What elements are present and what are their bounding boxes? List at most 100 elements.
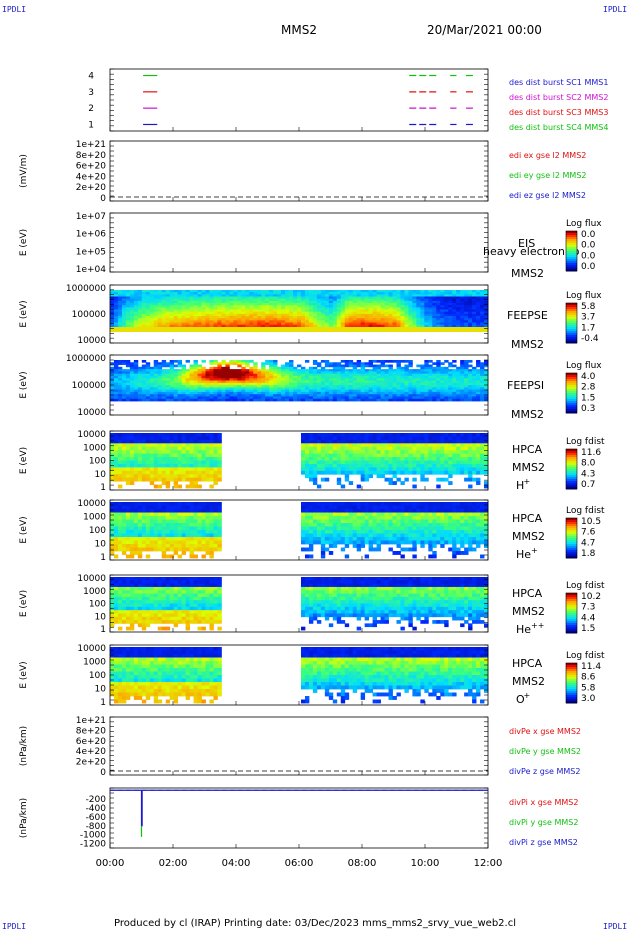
heatmap-cell-hpca_he	[153, 516, 159, 520]
heatmap-cell-feeps_e	[125, 294, 131, 297]
heatmap-cell-hpca_h	[472, 450, 477, 455]
heatmap-cell-hpca_he	[149, 502, 155, 506]
heatmap-cell-feeps_e	[448, 298, 453, 302]
heatmap-cell-feeps_e	[328, 318, 334, 321]
heatmap-cell-feeps_i	[468, 382, 473, 386]
heatmap-cell-hpca_h	[360, 450, 366, 455]
heatmap-cell-hpca_h	[348, 433, 354, 437]
heatmap-cell-feeps_i	[213, 366, 218, 370]
heatmap-cell-feeps_i	[300, 366, 306, 370]
heatmap-cell-feeps_i	[448, 391, 453, 395]
heatmap-cell-feeps_e	[344, 324, 350, 328]
heatmap-cell-feeps_i	[316, 378, 322, 381]
heatmap-cell-hpca_h	[312, 446, 318, 451]
heatmap-cell-feeps_e	[297, 324, 302, 328]
heatmap-cell-feeps_e	[332, 292, 338, 295]
heatmap-cell-hpca_h	[440, 450, 445, 455]
heatmap-cell-hpca_h	[129, 463, 135, 468]
heatmap-cell-hpca_h	[153, 484, 159, 489]
heatmap-cell-feeps_i	[233, 382, 238, 386]
heatmap-cell-feeps_e	[452, 296, 457, 300]
heatmap-cell-hpca_he	[141, 509, 147, 513]
heatmap-cell-feeps_e	[472, 296, 477, 300]
heatmap-cell-feeps_i	[468, 389, 473, 393]
heatmap-cell-hpca_h	[472, 467, 477, 472]
heatmap-cell-feeps_e	[408, 313, 413, 317]
heatmap-cell-hpca_h	[129, 467, 135, 472]
heatmap-cell-hpca_h	[464, 446, 469, 451]
heatmap-cell-feeps_i	[141, 398, 147, 402]
colorbar-cell-feeps_i	[566, 383, 577, 386]
heatmap-cell-feeps_i	[110, 375, 115, 379]
heatmap-cell-feeps_e	[265, 294, 270, 297]
heatmap-cell-feeps_i	[484, 378, 489, 381]
legend-entry-burst: des dist burst SC4 MMS4	[509, 123, 608, 132]
heatmap-cell-feeps_i	[380, 369, 385, 372]
heatmap-cell-feeps_e	[388, 290, 393, 293]
heatmap-cell-feeps_e	[424, 316, 429, 319]
heatmap-cell-hpca_h	[125, 474, 131, 479]
heatmap-cell-hpca_h	[308, 463, 314, 468]
heatmap-cell-feeps_e	[344, 290, 350, 293]
heatmap-cell-feeps_i	[269, 380, 274, 384]
heatmap-cell-feeps_e	[201, 318, 206, 321]
heatmap-cell-feeps_i	[408, 385, 413, 388]
heatmap-cell-feeps_e	[241, 313, 246, 317]
heatmap-cell-feeps_e	[249, 300, 254, 304]
heatmap-cell-feeps_i	[189, 373, 194, 377]
heatmap-cell-feeps_i	[480, 364, 485, 368]
heatmap-cell-feeps_e	[125, 316, 131, 319]
heatmap-cell-feeps_i	[285, 380, 290, 384]
heatmap-cell-feeps_i	[293, 382, 298, 386]
heatmap-cell-feeps_i	[157, 364, 163, 368]
heatmap-cell-hpca_he	[149, 544, 155, 548]
heatmap-cell-feeps_e	[129, 290, 135, 293]
heatmap-cell-feeps_i	[217, 385, 222, 388]
heatmap-cell-feeps_i	[348, 387, 354, 391]
heatmap-cell-feeps_e	[257, 290, 262, 293]
heatmap-cell-feeps_i	[125, 364, 131, 368]
heatmap-cell-hpca_h	[125, 460, 131, 465]
heatmap-cell-feeps_i	[404, 369, 409, 372]
heatmap-cell-feeps_e	[480, 296, 485, 300]
heatmap-cell-feeps_i	[396, 398, 401, 402]
heatmap-cell-feeps_e	[173, 298, 179, 302]
heatmap-cell-feeps_e	[197, 324, 202, 328]
heatmap-cell-feeps_i	[416, 373, 421, 377]
heatmap-cell-feeps_i	[372, 398, 377, 402]
heatmap-cell-hpca_h	[113, 474, 119, 479]
heatmap-cell-hpca_he	[161, 523, 167, 527]
heatmap-cell-feeps_i	[396, 369, 401, 372]
heatmap-cell-feeps_i	[237, 369, 242, 372]
heatmap-cell-feeps_i	[197, 394, 202, 397]
corner-label-bottom-right: IPDLI	[603, 922, 628, 931]
heatmap-cell-feeps_e	[209, 320, 214, 323]
heatmap-cell-hpca_h	[110, 463, 115, 468]
heatmap-cell-feeps_e	[472, 322, 477, 326]
heatmap-cell-feeps_e	[110, 311, 115, 315]
heatmap-cell-hpca_h	[352, 439, 358, 444]
heatmap-cell-hpca_he	[145, 526, 151, 531]
heatmap-cell-hpca_h	[157, 460, 163, 465]
y-tick-label-hpca_h: 10	[95, 470, 107, 480]
heatmap-cell-hpca_h	[125, 477, 131, 482]
heatmap-cell-feeps_i	[213, 394, 218, 397]
heatmap-cell-feeps_e	[372, 303, 377, 306]
heatmap-cell-feeps_i	[253, 398, 258, 402]
heatmap-cell-feeps_e	[133, 300, 139, 304]
heatmap-cell-feeps_e	[404, 313, 409, 317]
heatmap-cell-feeps_e	[388, 324, 393, 328]
heatmap-cell-feeps_i	[201, 382, 206, 386]
heatmap-cell-feeps_e	[177, 290, 183, 293]
heatmap-cell-feeps_e	[484, 307, 489, 310]
heatmap-cell-feeps_i	[316, 364, 322, 368]
heatmap-cell-hpca_he	[157, 505, 163, 510]
heatmap-cell-feeps_e	[484, 305, 489, 308]
heatmap-cell-feeps_e	[110, 300, 115, 304]
heatmap-cell-feeps_i	[249, 391, 254, 395]
heatmap-cell-hpca_h	[177, 477, 183, 482]
heatmap-cell-feeps_e	[269, 318, 274, 321]
heatmap-cell-feeps_i	[400, 394, 405, 397]
heatmap-cell-feeps_i	[392, 398, 397, 402]
heatmap-cell-feeps_i	[460, 364, 465, 368]
